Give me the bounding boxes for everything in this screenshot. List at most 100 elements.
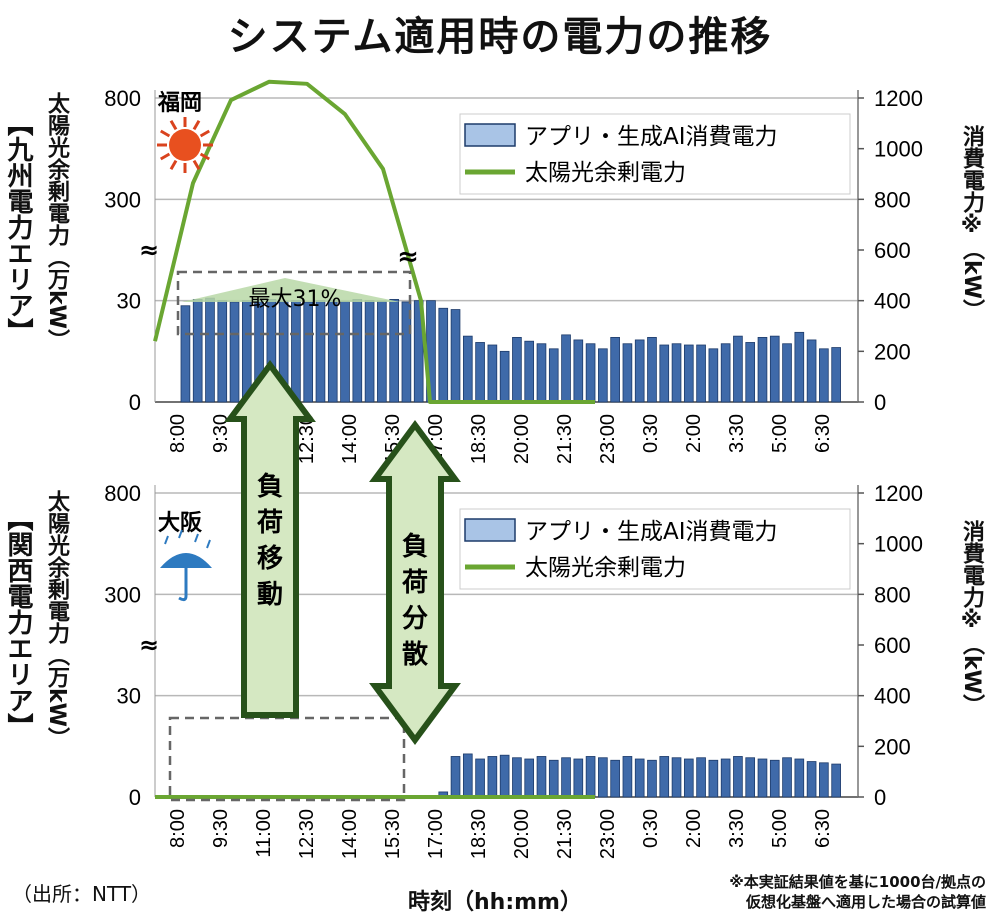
legend-bar-swatch [464, 123, 516, 147]
consumption-bar [585, 343, 596, 403]
arrow-char: 荷 [402, 568, 428, 598]
consumption-bar [561, 757, 571, 798]
consumption-bar [647, 336, 657, 403]
consumption-bar [241, 300, 252, 403]
consumption-bar [831, 347, 841, 403]
x-tick-label: 6:30 [812, 414, 834, 453]
x-tick-label: 18:30 [468, 414, 490, 464]
axis-break-mark: ≈ [139, 236, 159, 264]
consumption-bar [352, 298, 363, 403]
consumption-bar [831, 763, 841, 798]
legend-bar-swatch [464, 518, 516, 542]
consumption-bar [708, 759, 719, 798]
sun-icon [157, 117, 213, 173]
consumption-bar [782, 757, 792, 798]
right-tick-label: 1000 [874, 137, 923, 162]
x-tick-label: 17:00 [425, 809, 447, 859]
consumption-bar [462, 335, 473, 403]
peak-annotation: 最大31% [249, 287, 342, 312]
consumption-bar [450, 309, 461, 403]
consumption-bar [769, 335, 780, 403]
consumption-bar [561, 334, 571, 403]
consumption-bar [598, 757, 608, 798]
right-tick-label: 400 [874, 289, 911, 314]
footnote-line-2: 仮想化基盤へ適用した場合の試算値 [745, 893, 986, 911]
consumption-bar [229, 301, 240, 403]
consumption-bar [512, 757, 522, 798]
left-tick-label: 30 [117, 289, 141, 314]
legend-box [459, 508, 851, 590]
consumption-bar [413, 300, 424, 403]
axis-break-mark: ≈ [397, 242, 419, 272]
x-tick-label: 9:30 [210, 414, 232, 453]
arrow-char: 負 [402, 532, 428, 562]
consumption-bar [303, 301, 314, 403]
consumption-bar [205, 297, 215, 403]
x-tick-label: 0:30 [640, 809, 662, 848]
consumption-bar [720, 758, 731, 798]
x-tick-label: 2:00 [683, 414, 705, 453]
consumption-bar [696, 757, 706, 798]
consumption-bar [769, 759, 780, 798]
consumption-bar [622, 343, 633, 403]
x-tick-label: 3:30 [726, 414, 748, 453]
right-tick-label: 0 [874, 785, 886, 810]
peak-triangle [182, 278, 400, 302]
consumption-bar [598, 348, 608, 403]
consumption-bar [512, 336, 522, 403]
consumption-bar [610, 759, 620, 798]
consumption-bar [462, 753, 473, 798]
consumption-bar [573, 758, 584, 798]
x-tick-label: 2:00 [683, 809, 705, 848]
right-tick-label: 1000 [874, 532, 923, 557]
consumption-bar [524, 758, 535, 798]
consumption-bar [573, 339, 584, 403]
consumption-bar [720, 343, 731, 403]
consumption-bar [475, 758, 485, 798]
consumption-bar [180, 305, 191, 403]
x-tick-label: 23:00 [597, 809, 619, 859]
consumption-bar [671, 757, 682, 798]
consumption-bar [733, 756, 743, 798]
top-right-axis-title: 消費電力※（kW） [959, 125, 984, 321]
consumption-bar [782, 343, 792, 403]
consumption-bar [475, 342, 485, 403]
x-tick-label: 21:30 [554, 414, 576, 464]
consumption-bar [757, 758, 768, 798]
consumption-bar [696, 344, 706, 403]
left-tick-label: 30 [117, 684, 141, 709]
consumption-bar [708, 348, 719, 403]
x-tick-label: 23:00 [597, 414, 619, 464]
x-tick-label: 14:00 [339, 809, 361, 859]
consumption-bar [585, 756, 596, 798]
consumption-bar [634, 758, 645, 798]
left-tick-label: 300 [104, 187, 141, 212]
peak-highlight-box [176, 270, 412, 336]
footnote-line-1: ※本実証結果値を基に1000台/拠点の [729, 873, 986, 891]
consumption-bar [524, 340, 535, 403]
consumption-bar [315, 300, 326, 403]
x-tick-label: 5:00 [769, 809, 791, 848]
consumption-bar [794, 331, 805, 403]
consumption-bar [487, 344, 498, 403]
right-tick-label: 600 [874, 238, 911, 263]
arrow-char: 動 [257, 580, 283, 610]
left-tick-label: 800 [104, 481, 141, 506]
consumption-bar [647, 759, 657, 798]
arrow-char: 荷 [257, 508, 283, 538]
consumption-bar [659, 344, 670, 403]
consumption-bar [671, 343, 682, 403]
right-tick-label: 0 [874, 390, 886, 415]
legend-box [459, 113, 851, 195]
consumption-bar [610, 336, 620, 403]
consumption-bar [377, 300, 387, 403]
consumption-bar [192, 298, 203, 403]
right-tick-label: 400 [874, 684, 911, 709]
consumption-bar [389, 298, 399, 403]
x-tick-label: 5:00 [769, 414, 791, 453]
consumption-bar [745, 757, 756, 798]
right-tick-label: 800 [874, 187, 911, 212]
axis-break-mark: ≈ [139, 631, 159, 659]
